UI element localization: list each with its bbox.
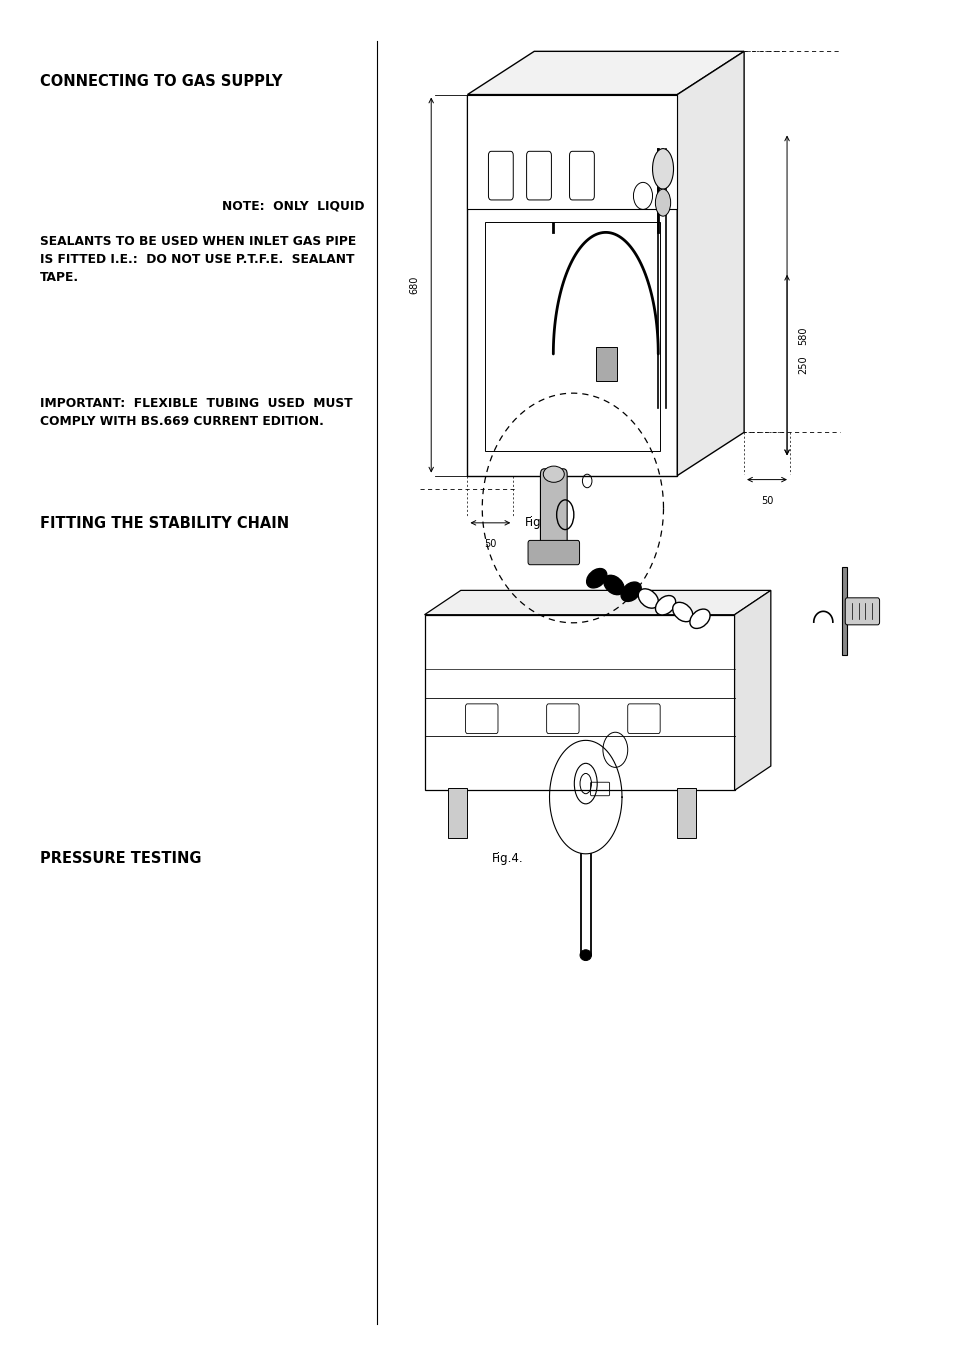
Ellipse shape bbox=[579, 950, 591, 961]
Text: Fig.4.: Fig.4. bbox=[492, 852, 523, 866]
Text: 50: 50 bbox=[484, 539, 496, 549]
Text: 250: 250 bbox=[798, 355, 807, 374]
Text: 250: 250 bbox=[546, 176, 564, 185]
FancyBboxPatch shape bbox=[527, 540, 578, 565]
Text: SEALANTS TO BE USED WHEN INLET GAS PIPE
IS FITTED I.E.:  DO NOT USE P.T.F.E.  SE: SEALANTS TO BE USED WHEN INLET GAS PIPE … bbox=[40, 235, 355, 284]
Polygon shape bbox=[424, 615, 734, 790]
Ellipse shape bbox=[655, 596, 675, 615]
Polygon shape bbox=[467, 51, 743, 95]
Bar bbox=[841, 567, 846, 655]
Ellipse shape bbox=[655, 189, 670, 216]
Polygon shape bbox=[734, 590, 770, 790]
Ellipse shape bbox=[689, 609, 709, 628]
Bar bbox=[596, 347, 617, 381]
Ellipse shape bbox=[542, 466, 563, 482]
Ellipse shape bbox=[652, 149, 673, 189]
Bar bbox=[677, 788, 696, 838]
Text: NOTE:  ONLY  LIQUID: NOTE: ONLY LIQUID bbox=[222, 200, 364, 213]
FancyBboxPatch shape bbox=[539, 469, 566, 554]
Ellipse shape bbox=[603, 576, 623, 594]
Ellipse shape bbox=[620, 582, 640, 601]
Polygon shape bbox=[467, 95, 677, 476]
Text: PRESSURE TESTING: PRESSURE TESTING bbox=[40, 851, 201, 866]
Polygon shape bbox=[677, 51, 743, 476]
Polygon shape bbox=[424, 590, 770, 615]
Bar bbox=[467, 95, 677, 209]
Text: 680: 680 bbox=[410, 276, 419, 295]
Ellipse shape bbox=[672, 603, 692, 621]
Text: CONNECTING TO GAS SUPPLY: CONNECTING TO GAS SUPPLY bbox=[40, 74, 282, 89]
FancyBboxPatch shape bbox=[844, 597, 879, 624]
Text: 50: 50 bbox=[760, 496, 772, 505]
Ellipse shape bbox=[586, 569, 606, 588]
Bar bbox=[448, 788, 467, 838]
Ellipse shape bbox=[638, 589, 658, 608]
Text: Fig.3.: Fig.3. bbox=[524, 516, 556, 530]
Text: 580: 580 bbox=[798, 326, 807, 345]
Text: FITTING THE STABILITY CHAIN: FITTING THE STABILITY CHAIN bbox=[40, 516, 289, 531]
Text: IMPORTANT:  FLEXIBLE  TUBING  USED  MUST
COMPLY WITH BS.669 CURRENT EDITION.: IMPORTANT: FLEXIBLE TUBING USED MUST COM… bbox=[40, 397, 353, 428]
